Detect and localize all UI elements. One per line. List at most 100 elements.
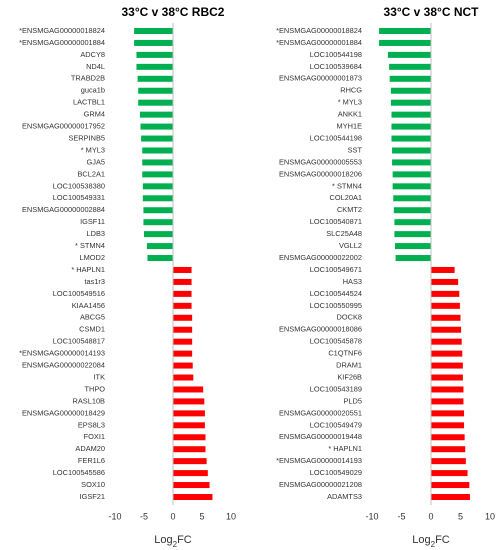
category-label: FOXI1	[84, 432, 105, 441]
category-label: CSMD1	[79, 325, 105, 334]
bar	[142, 183, 173, 190]
bar	[173, 350, 193, 357]
category-label: * MYL3	[81, 145, 105, 154]
category-label: LOC100545586	[53, 468, 105, 477]
category-label: ENSMGAG00000021208	[279, 480, 362, 489]
x-tick-label: 10	[485, 511, 495, 521]
category-label: PLD5	[344, 396, 363, 405]
x-tick-label: 10	[226, 511, 236, 521]
bar	[146, 243, 173, 250]
bar	[431, 266, 455, 273]
bar	[173, 290, 192, 297]
bar	[431, 410, 465, 417]
category-label: GRM4	[84, 110, 105, 119]
bar	[173, 446, 206, 453]
bar	[392, 159, 431, 166]
category-label: *ENSMGAG00000001884	[19, 38, 105, 47]
bar	[147, 255, 173, 262]
category-label: LOC100549029	[310, 468, 362, 477]
bar	[392, 171, 431, 178]
category-label: SERPINB5	[68, 133, 105, 142]
bar	[173, 422, 205, 429]
bar	[142, 147, 173, 154]
bar	[431, 290, 460, 297]
bar	[387, 51, 431, 58]
category-label: tas1r3	[84, 277, 105, 286]
bar	[173, 338, 193, 345]
category-label: RASL10B	[73, 396, 106, 405]
bar	[431, 446, 466, 453]
category-label: RHCG	[340, 86, 362, 95]
bar	[389, 75, 431, 82]
category-label: *ENSMGAG00000014193	[276, 456, 362, 465]
bar	[173, 458, 207, 465]
category-label: ADCY8	[80, 50, 105, 59]
x-axis-label-part: 2	[173, 540, 178, 549]
bar	[141, 135, 173, 142]
x-axis-label-part: Log	[412, 534, 430, 546]
bar	[431, 470, 468, 477]
category-label: ENSMGAG00000001873	[279, 74, 362, 83]
category-label: TRABD2B	[71, 74, 105, 83]
category-label: BCL2A1	[77, 169, 105, 178]
category-label: * STMN4	[75, 241, 105, 250]
bar	[379, 28, 431, 34]
category-label: ND4L	[86, 62, 105, 71]
category-label: CKMT2	[337, 205, 362, 214]
bar	[143, 219, 173, 226]
bar	[173, 398, 205, 405]
bar	[394, 219, 431, 226]
category-label: LMOD2	[80, 253, 105, 262]
bar	[138, 87, 173, 94]
bar	[173, 494, 213, 500]
bar	[173, 410, 205, 417]
x-tick-label: 5	[458, 511, 463, 521]
category-label: ENSMGAG00000018206	[279, 169, 362, 178]
category-label: LACTBL1	[73, 98, 105, 107]
category-label: guca1b	[81, 86, 105, 95]
bar	[431, 326, 462, 333]
chart-title: 33°C v 38°C RBC2	[122, 5, 225, 19]
category-label: LOC100538380	[53, 181, 105, 190]
category-label: ABCG5	[80, 313, 105, 322]
x-tick-label: 5	[199, 511, 204, 521]
bar	[431, 338, 462, 345]
category-label: ANKK1	[338, 110, 362, 119]
bar	[431, 278, 459, 285]
bar	[431, 302, 460, 309]
bar	[391, 135, 431, 142]
bar	[173, 314, 193, 321]
category-label: ENSMGAG00000002884	[22, 205, 105, 214]
category-label: GJA5	[87, 157, 105, 166]
bar	[431, 494, 470, 500]
x-axis-label-part: FC	[177, 534, 192, 546]
category-label: C1QTNF6	[328, 349, 362, 358]
category-label: ENSMGAG00000018086	[279, 325, 362, 334]
bar	[136, 63, 173, 70]
bar	[134, 28, 173, 34]
bar	[431, 434, 465, 441]
category-label: LOC100549516	[53, 289, 105, 298]
category-label: IGSF21	[80, 492, 105, 501]
category-label: LOC100545878	[310, 337, 362, 346]
x-axis-label-part: FC	[435, 534, 450, 546]
bar	[390, 87, 431, 94]
category-label: SOX10	[81, 480, 105, 489]
chart-title: 33°C v 38°C NCT	[384, 5, 480, 19]
category-label: ADAM20	[75, 444, 105, 453]
bar	[144, 231, 173, 238]
bar	[134, 39, 173, 46]
bar-chart: 33°C v 38°C RBC2 *ENSMGAG00000018824 *ENSM…	[19, 5, 236, 548]
x-tick-label: 0	[170, 511, 175, 521]
bar	[173, 362, 193, 369]
category-label: SST	[348, 145, 363, 154]
x-axis-label-part: 2	[431, 540, 436, 549]
bar	[391, 111, 431, 118]
category-label: HAS3	[343, 277, 362, 286]
x-tick-label: -5	[397, 511, 405, 521]
bar	[431, 386, 464, 393]
bar	[142, 195, 173, 202]
bar	[431, 482, 470, 489]
bar	[392, 147, 431, 154]
category-label: *ENSMGAG00000018824	[19, 26, 105, 35]
